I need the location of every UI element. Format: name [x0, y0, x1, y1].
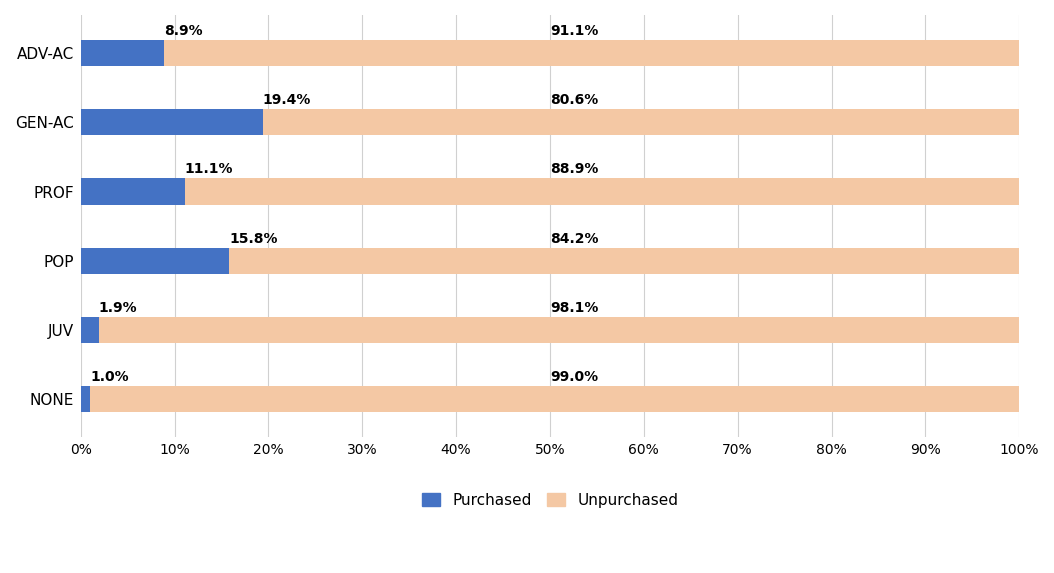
Bar [81, 248, 229, 274]
Bar [184, 178, 1019, 205]
Text: 98.1%: 98.1% [550, 301, 599, 315]
Text: 8.9%: 8.9% [164, 24, 202, 38]
Text: 84.2%: 84.2% [550, 231, 599, 245]
Bar [81, 109, 262, 135]
Text: 1.0%: 1.0% [90, 370, 129, 384]
Text: 19.4%: 19.4% [262, 93, 311, 107]
Bar [81, 40, 164, 66]
Bar [98, 317, 1019, 343]
Text: 99.0%: 99.0% [550, 370, 598, 384]
Bar [262, 109, 1019, 135]
Bar [90, 386, 1019, 413]
Text: 80.6%: 80.6% [550, 93, 599, 107]
Bar [81, 317, 98, 343]
Text: 88.9%: 88.9% [550, 162, 599, 176]
Text: 15.8%: 15.8% [229, 231, 277, 245]
Text: 11.1%: 11.1% [184, 162, 233, 176]
Bar [81, 178, 184, 205]
Bar [229, 248, 1019, 274]
Bar [164, 40, 1019, 66]
Text: 1.9%: 1.9% [98, 301, 137, 315]
Legend: Purchased, Unpurchased: Purchased, Unpurchased [415, 487, 684, 514]
Bar [81, 386, 90, 413]
Text: 91.1%: 91.1% [550, 24, 599, 38]
